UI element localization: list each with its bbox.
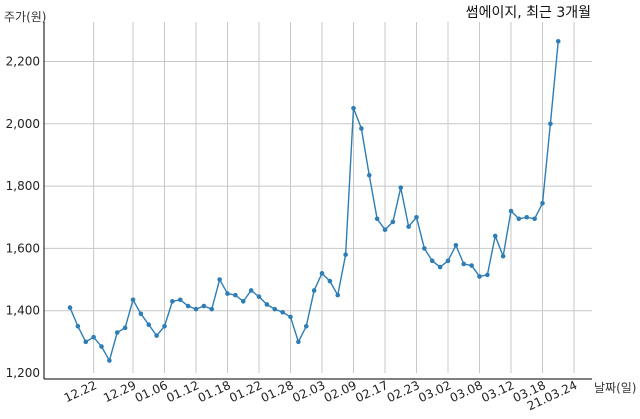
y-tick-label: 1,800 <box>6 179 40 193</box>
data-point <box>288 314 293 320</box>
data-point <box>240 299 246 304</box>
data-point <box>359 126 364 131</box>
y-axis-title: 주가(원) <box>4 10 46 24</box>
data-point <box>398 185 404 190</box>
data-point <box>177 297 183 303</box>
data-point <box>469 263 474 268</box>
data-point <box>201 303 207 309</box>
data-point <box>516 216 522 222</box>
y-tick-labels: 1,200 1,400 1,600 1,800 2,000 2,200 <box>6 55 40 381</box>
data-point <box>500 253 506 259</box>
data-point <box>256 294 262 299</box>
x-axis-title: 날짜(일) <box>594 381 636 395</box>
data-point <box>382 227 388 233</box>
data-point <box>280 309 285 315</box>
data-point <box>138 311 144 317</box>
data-point <box>319 271 325 276</box>
y-tick-label: 1,600 <box>6 241 40 255</box>
y-tick-label: 2,200 <box>6 55 40 69</box>
data-point <box>540 200 545 206</box>
data-point <box>437 264 443 270</box>
data-point <box>453 242 459 248</box>
price-series <box>67 38 561 363</box>
data-point <box>532 216 537 222</box>
data-point <box>114 330 120 335</box>
data-point <box>461 261 467 267</box>
data-point <box>296 339 301 345</box>
data-point <box>122 325 128 331</box>
data-point <box>311 288 317 293</box>
data-point <box>508 208 514 214</box>
data-point <box>233 292 238 298</box>
data-point <box>524 214 530 220</box>
data-point <box>390 219 396 225</box>
data-point <box>414 214 419 220</box>
data-point <box>492 233 498 239</box>
data-point <box>225 291 230 296</box>
data-point <box>343 252 348 257</box>
data-point <box>248 288 254 293</box>
y-tick-label: 1,400 <box>6 304 40 318</box>
data-point <box>303 323 309 329</box>
data-point <box>154 333 159 338</box>
data-point <box>67 305 73 310</box>
data-point <box>209 306 215 312</box>
grid-lines <box>44 22 592 373</box>
data-point <box>185 303 191 309</box>
x-tick-labels: 12.22 12.2901.0601.1201.1801.2201.2802.03… <box>62 378 579 413</box>
data-point <box>477 274 482 279</box>
data-point <box>264 302 270 307</box>
data-point <box>107 358 112 363</box>
chart-title: 썸에이지, 최근 3개월 <box>466 5 591 21</box>
data-point <box>485 272 490 278</box>
data-point <box>548 121 553 127</box>
data-point <box>91 334 96 340</box>
data-point <box>217 277 222 282</box>
data-point <box>83 339 89 345</box>
data-point <box>555 38 561 44</box>
data-point <box>162 323 167 329</box>
data-point <box>75 323 81 329</box>
data-point <box>193 306 199 312</box>
data-point <box>327 278 333 284</box>
axes <box>43 22 592 380</box>
data-point <box>429 258 435 264</box>
data-point <box>351 105 356 111</box>
y-tick-label: 2,000 <box>6 117 40 131</box>
data-point <box>99 344 104 349</box>
data-point <box>445 258 451 264</box>
data-point <box>374 216 380 222</box>
data-point <box>130 297 136 303</box>
data-point <box>366 172 372 178</box>
x-tick-label: 12.22 <box>62 378 99 405</box>
y-tick-label: 1,200 <box>6 366 40 380</box>
data-point <box>422 246 427 251</box>
data-point <box>272 306 278 312</box>
data-point <box>146 322 152 328</box>
price-line <box>69 41 559 362</box>
data-point <box>335 292 341 298</box>
data-point <box>406 224 411 229</box>
data-point <box>170 299 175 304</box>
